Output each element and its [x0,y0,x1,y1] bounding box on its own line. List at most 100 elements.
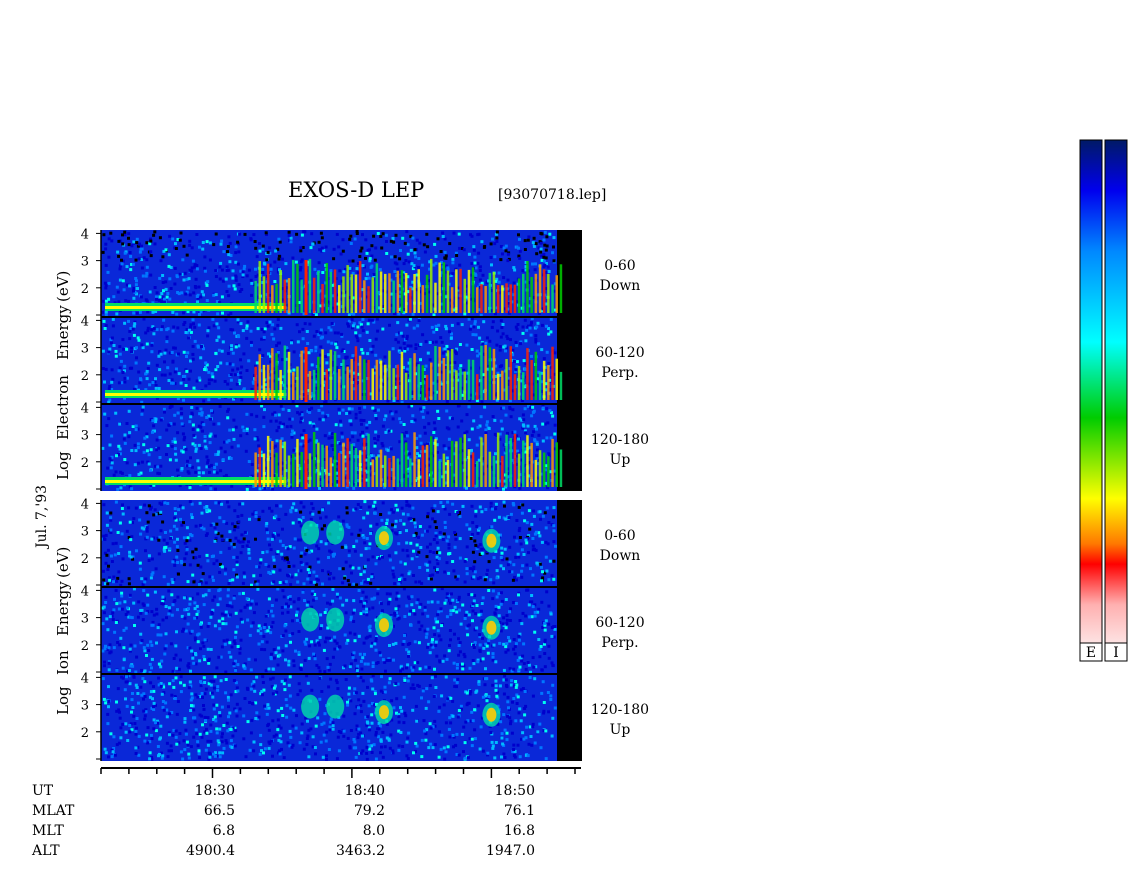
spectro-cell [185,277,189,281]
spectro-cell [543,638,547,642]
spectro-cell [270,685,274,689]
spectro-cell [457,637,460,641]
spectro-cell [352,312,356,316]
spectro-cell [139,611,143,615]
spectro-cell [463,617,467,620]
spectro-cell [531,405,535,409]
spectro-cell [190,649,194,653]
spectro-cell [475,443,479,447]
spectro-cell [112,608,116,612]
spectro-cell [424,562,428,566]
spectro-cell [218,627,222,631]
spectro-cell [120,532,124,536]
spectro-cell [529,333,533,337]
spectro-cell [198,659,202,663]
spectro-cell [268,370,272,373]
spectro-cell [299,668,303,671]
spectro-cell [347,259,351,263]
spectro-cell [352,486,356,490]
spectro-cell [541,626,545,629]
spectro-cell [448,416,452,420]
spectro-column [547,365,550,400]
spectro-cell [268,572,272,575]
spectro-cell [177,292,181,296]
spectro-cell [314,386,318,390]
spectro-cell [404,370,408,374]
spectro-cell [524,339,528,343]
spectro-cell [544,526,548,530]
spectro-cell [184,728,188,732]
spectro-cell [366,662,370,666]
spectro-cell [506,382,510,386]
spectro-cell [498,345,502,348]
spectro-cell [391,417,395,421]
spectro-column [496,373,500,400]
spectro-cell [146,726,150,730]
spectro-cell [460,662,464,666]
spectro-column [484,434,487,487]
spectro-cell [368,629,372,633]
spectro-cell [544,555,548,559]
spectro-cell [373,692,377,696]
spectro-cell [494,507,498,511]
spectro-cell [127,236,130,240]
spectro-cell [239,358,242,362]
spectro-cell [227,604,231,608]
spectro-cell [146,329,150,333]
spectro-column [430,258,433,313]
spectro-cell [281,544,285,547]
spectro-cell [358,410,362,414]
spectro-cell [514,368,518,372]
spectro-cell [440,261,443,264]
spectro-cell [239,434,243,438]
spectro-cell [381,609,384,613]
spectro-cell [426,515,430,519]
spectro-cell [189,330,193,334]
spectro-cell [150,328,154,332]
spectro-cell [371,661,375,665]
spectro-cell [426,245,430,249]
spectro-cell [232,595,236,598]
spectro-cell [485,336,489,340]
spectro-cell [205,299,209,302]
spectro-cell [552,236,556,240]
spectro-cell [490,309,494,313]
spectro-cell [444,447,448,451]
spectro-cell [269,609,273,613]
spectro-cell [445,615,449,619]
spectro-cell [419,382,422,385]
spectro-cell [465,545,469,549]
spectro-cell [207,382,211,386]
spectro-cell [539,241,543,245]
spectro-cell [410,595,414,599]
spectro-cell [260,647,264,651]
spectro-cell [265,258,269,262]
spectro-cell [130,535,134,539]
ion-burst [326,520,345,545]
spectro-cell [423,449,427,453]
spectro-column [488,272,492,313]
spectro-cell [362,535,366,539]
spectro-cell [275,552,279,555]
spectro-column [522,372,525,400]
spectro-cell [165,295,169,299]
spectro-cell [202,603,206,607]
spectro-cell [468,666,472,670]
spectro-cell [229,655,233,659]
spectro-cell [363,405,367,409]
spectro-cell [544,248,548,252]
spectro-cell [491,589,495,593]
spectro-cell [245,336,249,340]
spectro-cell [235,560,239,564]
spectro-cell [256,438,260,442]
spectro-cell [515,454,519,458]
spectro-cell [233,707,237,711]
spectro-column [476,374,479,400]
spectro-cell [401,473,405,477]
spectro-cell [205,447,209,450]
spectro-cell [153,590,157,594]
spectro-cell [249,687,253,691]
spectro-cell [152,613,156,617]
direction-label: Down [600,548,641,564]
spectro-cell [127,243,131,247]
